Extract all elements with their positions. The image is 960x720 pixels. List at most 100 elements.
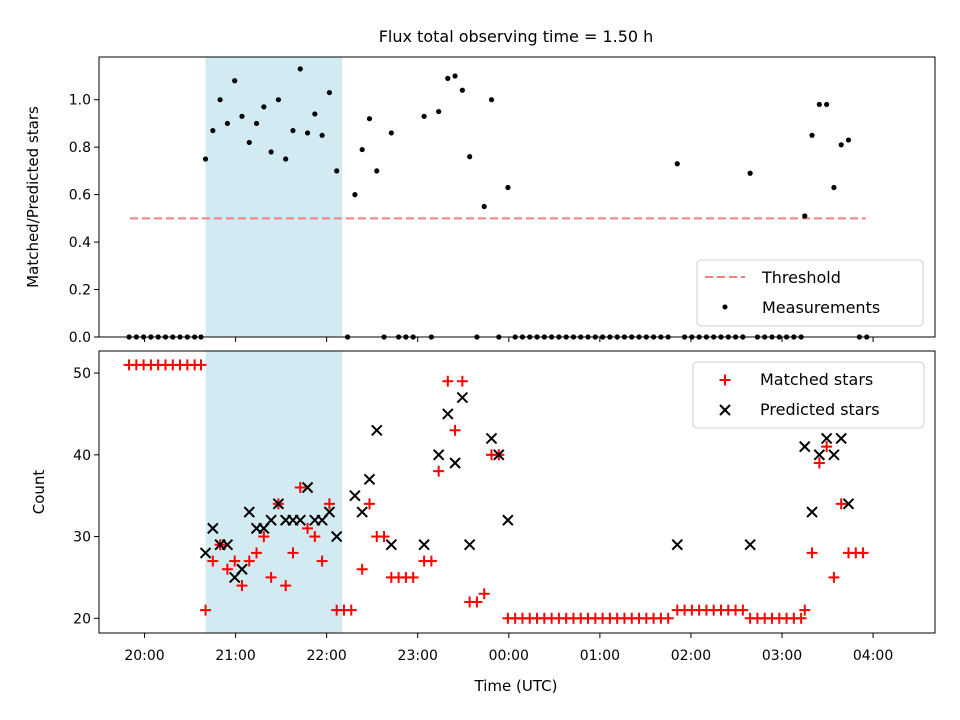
predicted-point (485, 432, 498, 445)
matched-point (287, 547, 299, 559)
measurement-point (505, 184, 511, 191)
predicted-point (671, 539, 683, 551)
measurement-point (352, 192, 358, 198)
highlight-span (205, 351, 343, 633)
matched-point (795, 612, 807, 624)
matched-point (200, 604, 212, 616)
predicted-point (744, 539, 756, 551)
matched-point (471, 596, 483, 608)
measurement-point (239, 113, 245, 119)
measurement-point (304, 130, 311, 136)
predicted-point (842, 498, 855, 510)
x-axis-label: Time (UTC) (474, 677, 558, 695)
y-tick-label: 0.8 (69, 140, 91, 156)
matched-point (258, 531, 270, 543)
measurement-point (747, 170, 753, 176)
x-tick-label: 23:00 (398, 648, 438, 664)
legend-measurements-label: Measurements (762, 298, 880, 317)
measurement-point (809, 132, 815, 138)
y-tick-label: 0.2 (69, 283, 91, 299)
measurement-point (217, 97, 223, 103)
matched-point (478, 588, 490, 600)
matched-point (407, 571, 419, 583)
measurement-point (334, 168, 340, 174)
measurement-point (388, 130, 394, 136)
matched-point (828, 571, 840, 583)
matched-point (251, 547, 263, 559)
matched-point (280, 580, 292, 592)
matched-point (243, 555, 255, 567)
measurement-point (210, 127, 216, 134)
predicted-point (432, 449, 445, 461)
matched-point (433, 465, 445, 477)
y-tick-label: 20 (73, 611, 91, 627)
bottom-panel: 20 30 40 50 20:00 21:00 22:00 23:00 00:00 01:00 02… (30, 350, 936, 695)
predicted-point (418, 539, 430, 551)
matched-point (309, 531, 321, 543)
measurement-point (232, 78, 238, 84)
measurement-point (459, 87, 465, 93)
predicted-point (330, 530, 343, 543)
matched-point (442, 375, 454, 387)
x-tick-label: 02:00 (671, 648, 711, 664)
measurement-point (261, 104, 267, 110)
measurement-point (452, 73, 458, 79)
x-tick-label: 21:00 (215, 648, 255, 664)
bottom-plot-frame (98, 350, 936, 634)
matched-point (806, 547, 818, 559)
chart-title: Flux total observing time = 1.50 h (379, 27, 654, 46)
legend-matched-marker (719, 374, 731, 386)
matched-point (835, 498, 847, 510)
y-tick-label: 40 (73, 448, 91, 464)
measurement-point (202, 156, 209, 162)
top-axes: 0.0 0.2 0.4 0.6 0.8 1.0 (69, 93, 874, 346)
predicted-point (199, 547, 212, 559)
x-tick-label: 20:00 (124, 648, 164, 664)
measurement-point (275, 97, 282, 103)
legend-measurements-swatch (722, 304, 728, 310)
predicted-point (243, 506, 255, 518)
measurement-point (674, 161, 680, 167)
predicted-point (828, 449, 840, 461)
predicted-point (272, 498, 285, 510)
measurement-point (436, 108, 442, 115)
predicted-point (349, 489, 361, 502)
matched-point (737, 604, 749, 616)
measurement-point (838, 142, 844, 148)
matched-point (221, 563, 233, 575)
matched-point (265, 571, 277, 583)
x-tick-label: 04:00 (853, 648, 893, 664)
y-tick-label: 0.6 (69, 188, 91, 204)
measurement-point (312, 111, 318, 117)
measurement-point (445, 75, 451, 81)
measurement-point (802, 213, 808, 219)
predicted-point (207, 522, 219, 535)
measurement-point (488, 97, 495, 103)
predicted-point (371, 424, 383, 436)
measurement-point (326, 89, 333, 96)
predicted-point (385, 539, 398, 551)
matched-point (195, 359, 207, 371)
matched-point (323, 498, 335, 510)
legend-matched-label: Matched stars (760, 370, 873, 389)
measurement-point (366, 116, 373, 122)
legend-predicted-swatch (719, 404, 731, 416)
count-points (123, 359, 869, 624)
predicted-point (493, 449, 505, 461)
predicted-point (356, 506, 368, 518)
predicted-point (221, 539, 234, 551)
predicted-point (265, 514, 277, 526)
matched-point (294, 482, 306, 494)
highlight-span (205, 57, 343, 337)
matched-point (207, 555, 219, 567)
y-tick-label: 30 (73, 530, 91, 546)
matched-point (229, 555, 241, 567)
predicted-point (294, 514, 306, 526)
predicted-point (323, 506, 336, 518)
predicted-point (813, 449, 826, 461)
y-tick-label: 1.0 (69, 93, 91, 109)
top-plot-frame (98, 56, 936, 338)
matched-point (236, 580, 248, 592)
measurement-point (253, 120, 260, 127)
